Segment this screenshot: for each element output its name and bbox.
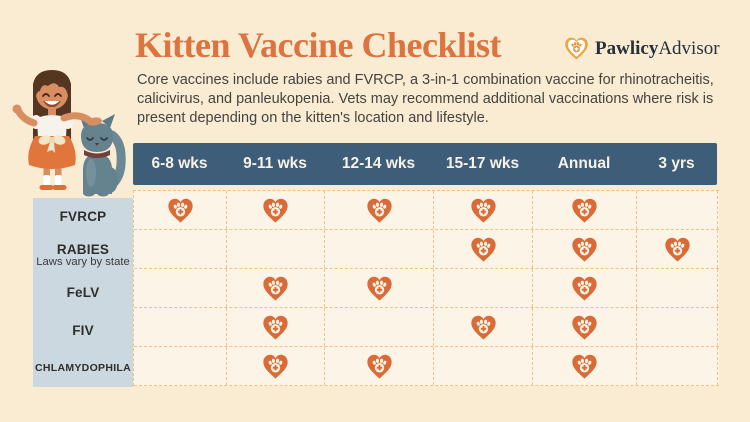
empty-cell: [434, 347, 533, 385]
vaccine-dose-cell: [533, 191, 637, 229]
empty-cell: [134, 230, 227, 268]
vaccine-dose-cell: [134, 191, 227, 229]
empty-cell: [134, 308, 227, 346]
table-row: [134, 269, 719, 308]
table-row: [134, 308, 719, 347]
row-label: CHLAMYDOPHILA: [34, 362, 132, 375]
brand-name-regular: Advisor: [658, 37, 720, 59]
table-row: [134, 230, 719, 269]
empty-cell: [637, 308, 718, 346]
empty-cell: [325, 308, 434, 346]
pawlicy-heart-paw-icon: [565, 37, 588, 60]
table-header-row: 6-8 wks 9-11 wks 12-14 wks 15-17 wks Annual 3…: [133, 143, 717, 185]
column-header: 12-14 wks: [341, 155, 416, 172]
page-description: Core vaccines include rabies and FVRCP, …: [137, 72, 714, 126]
vaccine-dose-cell: [533, 347, 637, 385]
empty-cell: [134, 347, 227, 385]
heart-paw-icon: [263, 276, 288, 301]
vaccine-dose-cell: [434, 191, 533, 229]
column-header: 6-8 wks: [151, 155, 208, 172]
heart-paw-icon: [470, 198, 496, 223]
table-row: [134, 191, 719, 230]
heart-paw-icon: [263, 198, 288, 223]
heart-paw-icon: [572, 237, 597, 262]
illustration-girl-and-cat: [12, 70, 126, 197]
column-header: 3 yrs: [658, 155, 695, 172]
vaccine-schedule-table: 6-8 wks 9-11 wks 12-14 wks 15-17 wks Annual 3…: [33, 143, 719, 389]
heart-paw-icon: [572, 276, 597, 301]
vaccine-dose-cell: [227, 347, 325, 385]
heart-paw-icon: [572, 315, 597, 340]
vaccine-dose-cell: [637, 230, 718, 268]
page-title: Kitten Vaccine Checklist: [135, 25, 501, 65]
empty-cell: [134, 269, 227, 307]
heart-paw-icon: [366, 276, 392, 301]
row-label: FIV: [72, 322, 94, 338]
vaccine-dose-cell: [325, 269, 434, 307]
heart-paw-icon: [263, 354, 288, 379]
row-label: FVRCP: [59, 209, 107, 225]
heart-paw-icon: [572, 198, 597, 223]
heart-paw-icon: [664, 237, 690, 262]
heart-paw-icon: [167, 198, 193, 223]
column-header: Annual: [557, 155, 611, 172]
heart-paw-icon: [366, 354, 392, 379]
heart-paw-icon: [366, 198, 392, 223]
vaccine-dose-cell: [325, 191, 434, 229]
row-label-column: FVRCP RABIES Laws vary by state FeLV FIV CHLA…: [33, 198, 133, 387]
vaccine-dose-cell: [533, 269, 637, 307]
cat-figure: [79, 114, 126, 197]
vaccine-dose-cell: [533, 308, 637, 346]
heart-paw-icon: [470, 237, 496, 262]
brand-logo: PawlicyAdvisor: [563, 36, 720, 61]
girl-figure: [12, 70, 102, 190]
vaccine-dose-cell: [227, 269, 325, 307]
table-row: [134, 347, 719, 386]
vaccine-dose-cell: [434, 308, 533, 346]
empty-cell: [434, 269, 533, 307]
heart-paw-icon: [470, 315, 496, 340]
column-header: 9-11 wks: [243, 155, 307, 172]
empty-cell: [325, 230, 434, 268]
vaccine-dose-cell: [227, 191, 325, 229]
brand-name-bold: Pawlicy: [595, 37, 659, 59]
empty-cell: [227, 230, 325, 268]
vaccine-dose-cell: [227, 308, 325, 346]
table-grid: [133, 190, 719, 386]
brand-name: PawlicyAdvisor: [595, 38, 720, 60]
empty-cell: [637, 347, 718, 385]
row-label: RABIES Laws vary by state: [36, 241, 130, 268]
column-header: 15-17 wks: [445, 155, 520, 172]
vaccine-dose-cell: [325, 347, 434, 385]
heart-paw-icon: [572, 354, 597, 379]
vaccine-dose-cell: [434, 230, 533, 268]
vaccine-dose-cell: [533, 230, 637, 268]
empty-cell: [637, 269, 718, 307]
heart-paw-icon: [263, 315, 288, 340]
row-label: FeLV: [66, 284, 100, 300]
empty-cell: [637, 191, 718, 229]
